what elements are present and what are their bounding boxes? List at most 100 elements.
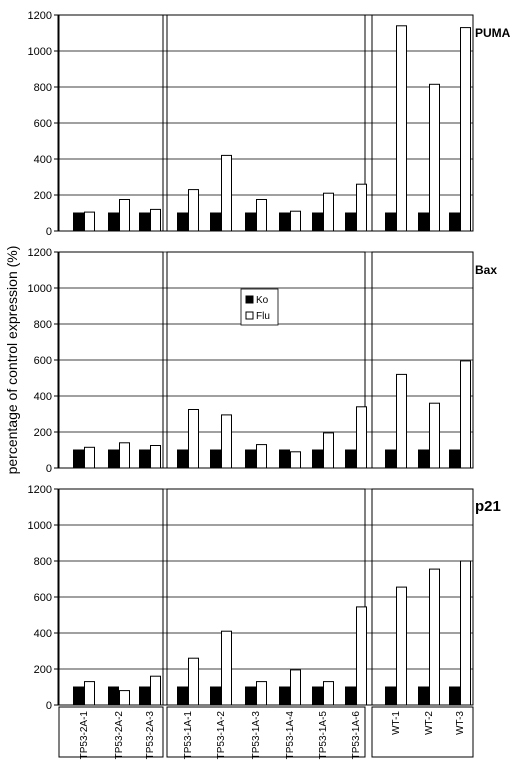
bar-ko [418,686,429,706]
bar-ko [108,449,119,469]
y-tick-label: 600 [34,118,52,130]
bar-flu [290,451,301,469]
bar-flu [323,192,334,232]
category-axis: TP53-2A-1 TP53-2A-2 TP53-2A-3 TP53-1A-1 TP53… [58,706,474,760]
bar-ko [385,449,396,469]
x-tick-label: TP53-1A-2 [216,711,227,760]
panel-puma: 0 200 400 600 800 1000 1200 PUMA [28,10,511,238]
bar-ko [279,686,290,706]
bar-ko [345,449,356,469]
x-tick-label: TP53-1A-1 [183,711,194,760]
bar-ko [108,212,119,232]
y-tick-label: 800 [34,556,52,568]
y-tick-label: 1000 [28,283,52,295]
bar-ko [418,449,429,469]
bar-ko [312,449,323,469]
legend: Ko Flu [240,288,279,326]
y-tick-label: 200 [34,664,52,676]
y-tick-label: 0 [46,226,52,238]
bar-flu [119,690,130,706]
bar-flu [150,445,161,469]
bar-ko [345,212,356,232]
bar-ko [139,212,150,232]
legend-swatch-flu [245,311,254,320]
y-tick-label: 200 [34,427,52,439]
y-tick-label: 0 [46,463,52,475]
bar-ko [449,449,460,469]
x-tick-label: WT-3 [455,711,466,735]
y-tick-label: 1200 [28,484,52,496]
x-tick-label: TP53-2A-1 [79,711,90,760]
category-group-box [58,706,164,758]
bar-ko [210,449,221,469]
bar-flu [256,681,267,706]
bar-flu [256,199,267,232]
bar-ko [312,686,323,706]
y-tick-label: 400 [34,391,52,403]
y-tick-label: 600 [34,592,52,604]
bar-ko [345,686,356,706]
bar-ko [385,686,396,706]
x-tick-label: WT-2 [424,711,435,735]
bar-ko [73,212,84,232]
bar-flu [188,657,199,706]
bar-flu [188,409,199,469]
x-tick-label: TP53-1A-4 [285,711,296,760]
x-tick-label: TP53-1A-6 [351,711,362,760]
bar-flu [396,373,407,469]
bar-ko [245,686,256,706]
bar-flu [460,360,471,469]
bar-ko [245,449,256,469]
x-tick-label: TP53-1A-3 [251,711,262,760]
bar-flu [396,586,407,706]
y-tick-label: 800 [34,82,52,94]
legend-swatch-ko [245,295,254,304]
y-tick-label: 400 [34,154,52,166]
legend-label: Flu [256,311,270,322]
bar-flu [290,210,301,232]
y-tick-label: 600 [34,355,52,367]
bar-flu [119,199,130,232]
panel-bax: 0 200 400 600 800 1000 1200 Bax [28,247,498,475]
bar-ko [177,449,188,469]
bar-flu [221,154,232,232]
bar-ko [312,212,323,232]
x-tick-label: TP53-2A-2 [114,711,125,760]
y-tick-label: 400 [34,628,52,640]
bar-ko [139,449,150,469]
bar-flu [84,446,95,469]
panel-label: p21 [475,498,501,515]
y-tick-label: 1200 [28,10,52,22]
panel-label: PUMA [475,26,511,40]
bar-flu [188,189,199,232]
bar-flu [356,606,367,706]
bar-flu [429,83,440,232]
x-tick-label: TP53-2A-3 [145,711,156,760]
x-tick-label: WT-1 [391,711,402,735]
bar-flu [290,669,301,706]
bar-flu [256,444,267,469]
bar-flu [84,681,95,706]
bar-flu [323,681,334,706]
bar-ko [245,212,256,232]
bar-ko [279,212,290,232]
bar-flu [429,568,440,706]
bar-ko [385,212,396,232]
bar-ko [279,449,290,469]
bar-ko [210,686,221,706]
bar-flu [429,402,440,469]
bar-ko [418,212,429,232]
bar-flu [221,414,232,469]
bar-flu [150,675,161,706]
category-group-box [166,706,366,758]
panel-label: Bax [475,263,497,277]
bar-ko [177,686,188,706]
x-tick-label: TP53-1A-5 [318,711,329,760]
bar-ko [108,686,119,706]
y-tick-label: 200 [34,190,52,202]
bar-flu [460,560,471,706]
bar-ko [210,212,221,232]
bar-flu [84,211,95,232]
